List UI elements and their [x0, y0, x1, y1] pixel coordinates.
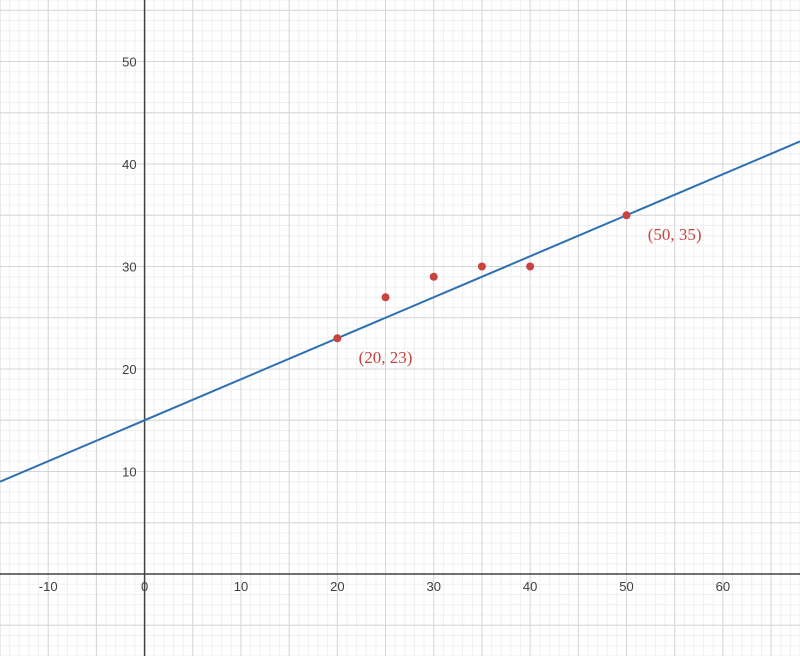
point-annotation: (50, 35)	[648, 225, 702, 245]
y-tick-label: 30	[122, 260, 136, 275]
data-point	[478, 263, 486, 271]
data-point	[623, 211, 631, 219]
x-tick-label: 60	[716, 579, 730, 594]
x-tick-label: 30	[427, 579, 441, 594]
point-annotation: (20, 23)	[359, 348, 413, 368]
x-tick-label: 10	[234, 579, 248, 594]
data-point	[526, 263, 534, 271]
data-point	[333, 334, 341, 342]
y-tick-label: 50	[122, 55, 136, 70]
x-tick-label: 50	[619, 579, 633, 594]
x-tick-label: 0	[141, 579, 148, 594]
y-tick-label: 20	[122, 362, 136, 377]
x-tick-label: -10	[39, 579, 58, 594]
scatter-line-chart: -10 0 10 20 30 40 50 60 10 20 30 40 50 (20, 23) (50, 3…	[0, 0, 800, 656]
data-point	[430, 273, 438, 281]
x-tick-label: 40	[523, 579, 537, 594]
data-point	[382, 293, 390, 301]
x-tick-label: 20	[330, 579, 344, 594]
y-tick-label: 10	[122, 465, 136, 480]
y-tick-label: 40	[122, 157, 136, 172]
chart-svg: -10 0 10 20 30 40 50 60 10 20 30 40 50	[0, 0, 800, 656]
